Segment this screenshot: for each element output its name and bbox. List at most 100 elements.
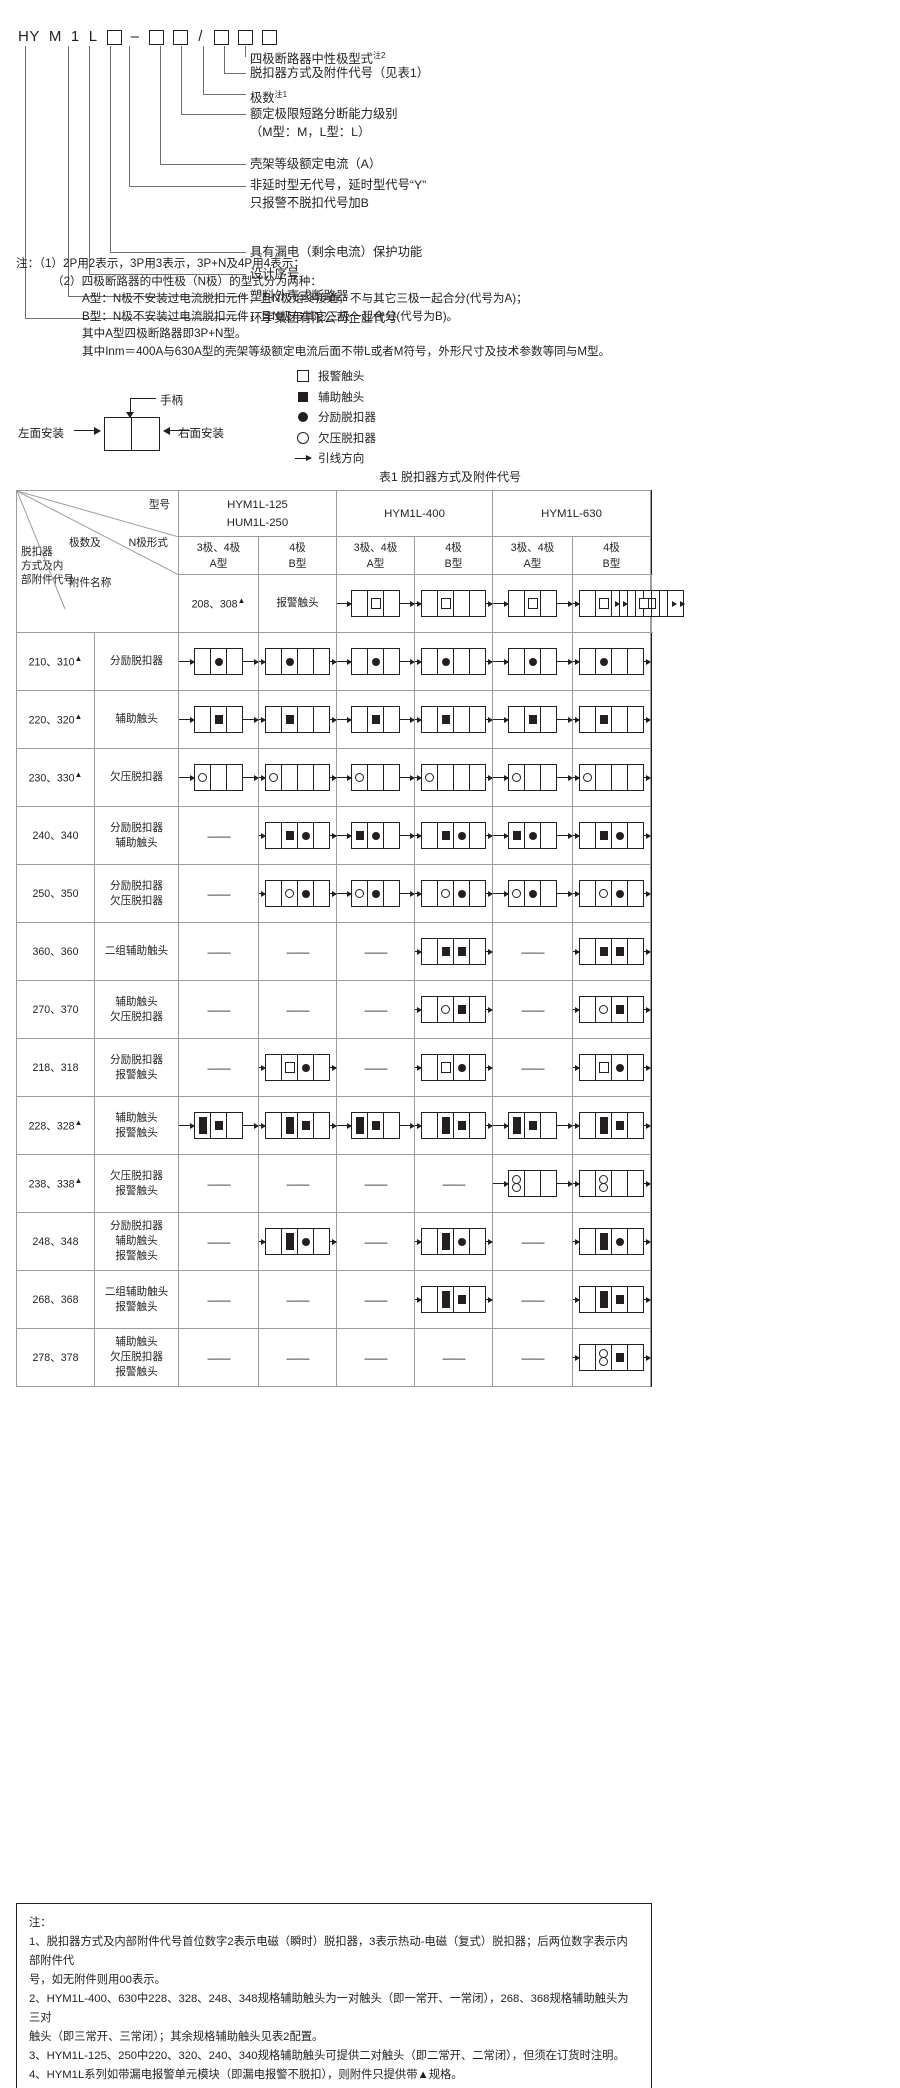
accessory-layout-diagram <box>573 822 652 849</box>
code-box-1 <box>106 30 122 45</box>
row-config-cell <box>572 1212 652 1271</box>
breaker-poles-body <box>421 996 487 1023</box>
filled-circle-icon <box>615 889 624 898</box>
accessory-name: 辅助触头 <box>115 995 158 1008</box>
accessory-layout-diagram <box>179 1112 259 1139</box>
note-line-6: 其中Inm＝400A与630A型的壳架等级额定电流后面不带L或者M符号，外形尺寸… <box>82 344 611 358</box>
note-line-5: 其中A型四极断路器即3P+N型。 <box>82 327 247 341</box>
accessory-layout-diagram <box>493 764 574 791</box>
filled-square-icon <box>512 831 521 840</box>
pole-slot <box>422 823 439 848</box>
breaker-poles-body <box>508 1112 558 1139</box>
pole-slot <box>628 649 643 674</box>
lead-arrow-right-icon <box>400 717 416 723</box>
accessory-layout-diagram <box>337 880 416 907</box>
leader-v-b1 <box>129 46 130 186</box>
pole-slot <box>422 1113 439 1138</box>
pole-slot <box>470 1113 485 1138</box>
breaker-poles-body <box>351 1112 401 1139</box>
lead-arrow-left-icon <box>337 775 353 781</box>
accessory-name: 报警触头 <box>115 1126 158 1139</box>
not-available-dash: —— <box>364 1176 388 1191</box>
filled-square-icon <box>599 715 608 724</box>
row-config-cell <box>414 1270 494 1329</box>
breaker-poles-body <box>351 706 401 733</box>
pole-slot <box>470 1287 485 1312</box>
not-available-dash: —— <box>364 1350 388 1365</box>
lead-arrow-right-icon <box>557 833 574 839</box>
lead-arrow-right-icon <box>243 659 259 665</box>
breaker-poles-body <box>579 1112 645 1139</box>
lead-arrow-right-icon <box>486 659 494 665</box>
leader-v-b2 <box>160 46 161 164</box>
row-accessory-name-cell: 二组辅助触头 报警触头 <box>94 1270 179 1329</box>
accessory-layout-diagram <box>573 938 652 965</box>
table-group-header: HYM1L-630 <box>492 490 652 537</box>
pole-slot <box>612 1287 629 1312</box>
pole-slot <box>314 649 329 674</box>
row-config-cell <box>414 748 494 807</box>
lead-arrow-right-icon <box>400 833 416 839</box>
pole-slot <box>596 1055 613 1080</box>
pole-slot <box>266 1055 282 1080</box>
pole-slot <box>438 1055 455 1080</box>
pole-slot <box>628 1171 643 1196</box>
subhead-poles: 3极、4极 <box>510 541 555 554</box>
table-row: 230、330▲ 欠压脱扣器 <box>16 748 652 807</box>
pole-slot <box>352 707 369 732</box>
pole-slot <box>580 939 597 964</box>
row-config-cell <box>257 1212 338 1271</box>
row-config-cell <box>572 1096 652 1155</box>
filled-circle-icon <box>457 889 466 898</box>
row-config-cell <box>336 864 416 923</box>
lead-arrow-right-icon <box>644 1239 652 1245</box>
breaker-poles-body <box>421 1228 487 1255</box>
triangle-marker-icon: ▲ <box>74 1175 83 1185</box>
lead-arrow-left-icon <box>259 1065 266 1071</box>
lead-arrow-left-icon <box>179 1123 195 1129</box>
pole-slot <box>454 765 471 790</box>
pole-slot <box>580 997 597 1022</box>
row-config-cell <box>414 1096 494 1155</box>
pole-slot <box>195 1113 211 1138</box>
accessory-name: 欠压脱扣器 <box>110 1010 163 1023</box>
row-accessory-name-cell: 辅助触头 欠压脱扣器 <box>94 980 179 1039</box>
row-code: 210、310 <box>28 656 75 669</box>
filled-circle-icon <box>301 831 310 840</box>
row-config-cell <box>178 748 259 807</box>
bottom-note-head: 注： <box>29 1917 52 1929</box>
corner-label-model: 型号 <box>148 499 170 511</box>
pole-slot <box>628 1229 643 1254</box>
row-config-cell <box>257 748 338 807</box>
bottom-note-2b: 触头（即三常开、三常闭）；其余规格辅助触头见表2配置。 <box>29 2031 324 2043</box>
lead-arrow-right-icon <box>486 891 494 897</box>
pole-slot <box>298 1055 314 1080</box>
note-line-4: B型：N极不安装过电流脱扣元件，且N极与其它三极一起合分(代号为B)。 <box>82 309 459 323</box>
undervoltage-alarm-icon <box>599 1349 609 1366</box>
lead-arrow-left-icon <box>259 1239 266 1245</box>
breaker-poles-body <box>579 590 645 617</box>
pole-slot <box>227 1113 242 1138</box>
subhead-poles: 3极、4极 <box>353 541 398 554</box>
row-code: 360、360 <box>32 946 79 958</box>
row-config-cell <box>414 864 494 923</box>
filled-square-icon <box>615 1121 624 1130</box>
accessory-layout-diagram <box>259 822 337 849</box>
row-config-cell <box>336 806 416 865</box>
row-config-cell <box>572 980 652 1039</box>
accessory-name: 欠压脱扣器 <box>110 894 163 907</box>
row-config-cell: —— <box>178 1328 259 1387</box>
open-square-icon <box>440 598 451 609</box>
pole-slot <box>470 591 485 616</box>
table-subhead: 4极 B型 <box>257 536 338 575</box>
row-config-cell: —— <box>336 1328 416 1387</box>
row-config-cell: —— <box>178 980 259 1039</box>
pole-slot <box>438 939 455 964</box>
filled-square-icon <box>301 1121 310 1130</box>
not-available-dash: —— <box>442 1350 466 1365</box>
pole-slot <box>314 881 329 906</box>
pole-slot <box>454 649 471 674</box>
filled-square-icon <box>615 1353 624 1362</box>
accessory-layout-diagram <box>337 822 416 849</box>
row-code: 240、340 <box>32 830 79 842</box>
